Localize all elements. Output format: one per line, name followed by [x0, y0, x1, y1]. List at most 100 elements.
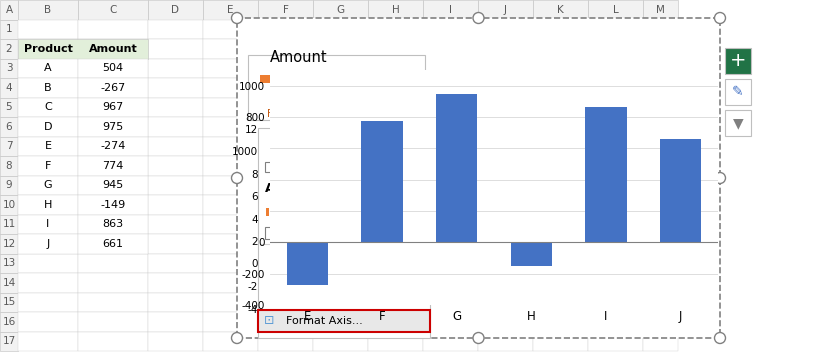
Bar: [642, 39, 677, 59]
Text: Format Major Gridlines...: Format Major Gridlines...: [286, 294, 423, 304]
Text: A: A: [265, 182, 274, 196]
Bar: [0, 195, 18, 214]
Bar: [587, 156, 642, 175]
Bar: [203, 253, 258, 273]
Bar: [368, 195, 423, 214]
Bar: [642, 117, 677, 137]
Bar: [258, 0, 313, 20]
Bar: [78, 253, 147, 273]
Text: 661: 661: [102, 239, 124, 249]
Bar: [147, 39, 203, 59]
Bar: [147, 195, 203, 214]
Bar: [203, 20, 258, 39]
Bar: [0, 78, 18, 98]
Bar: [258, 234, 313, 253]
Bar: [260, 75, 287, 83]
Bar: [532, 78, 587, 98]
Bar: [423, 234, 477, 253]
Bar: [78, 175, 147, 195]
Text: Change Chart Type...: Change Chart Type...: [286, 206, 402, 216]
Bar: [18, 234, 78, 253]
Text: F: F: [45, 161, 51, 171]
Bar: [532, 195, 587, 214]
Text: H: H: [43, 200, 52, 210]
Bar: [203, 59, 258, 78]
Bar: [587, 195, 642, 214]
Bar: [147, 214, 203, 234]
Bar: [368, 273, 423, 293]
Text: Fill: Fill: [267, 109, 281, 119]
Circle shape: [713, 173, 725, 184]
Bar: [147, 273, 203, 293]
Bar: [0, 312, 18, 332]
Bar: [18, 137, 78, 156]
Bar: [587, 20, 642, 39]
Bar: [532, 137, 587, 156]
Bar: [258, 312, 313, 332]
Bar: [203, 78, 258, 98]
Bar: [18, 253, 78, 273]
Bar: [78, 59, 147, 78]
Bar: [642, 0, 677, 20]
Bar: [258, 253, 313, 273]
Bar: [510, 242, 551, 266]
Text: 2: 2: [251, 237, 258, 247]
Bar: [587, 0, 642, 20]
Bar: [313, 0, 368, 20]
Bar: [147, 0, 203, 20]
Bar: [423, 117, 477, 137]
Text: 945: 945: [102, 180, 124, 190]
Text: 11: 11: [2, 219, 16, 229]
Bar: [18, 293, 78, 312]
Bar: [423, 20, 477, 39]
Bar: [258, 117, 313, 137]
Bar: [587, 273, 642, 293]
Bar: [258, 310, 429, 332]
Bar: [258, 214, 313, 234]
Text: Amount: Amount: [269, 50, 328, 65]
Bar: [237, 18, 719, 338]
Bar: [368, 175, 423, 195]
Text: 5: 5: [6, 102, 12, 112]
Bar: [203, 195, 258, 214]
Bar: [642, 195, 677, 214]
Bar: [247, 55, 424, 120]
Bar: [260, 63, 287, 91]
Bar: [147, 137, 203, 156]
Bar: [78, 137, 147, 156]
Bar: [642, 312, 677, 332]
Bar: [587, 59, 642, 78]
Bar: [423, 78, 477, 98]
Bar: [642, 98, 677, 117]
Bar: [287, 242, 328, 285]
Text: 2: 2: [6, 44, 12, 54]
Text: Reset to Match Style: Reset to Match Style: [286, 162, 400, 172]
Bar: [78, 78, 147, 98]
Bar: [203, 137, 258, 156]
Bar: [423, 214, 477, 234]
Bar: [18, 273, 78, 293]
Bar: [477, 39, 532, 59]
Bar: [587, 293, 642, 312]
Bar: [18, 78, 78, 98]
Bar: [423, 156, 477, 175]
Text: Vertical (Value) ▾: Vertical (Value) ▾: [360, 79, 442, 89]
Bar: [0, 0, 18, 20]
Bar: [587, 39, 642, 59]
Bar: [18, 78, 78, 98]
Text: I: I: [449, 5, 451, 15]
Text: G: G: [336, 5, 344, 15]
Bar: [274, 210, 277, 216]
Bar: [368, 253, 423, 273]
Bar: [0, 293, 18, 312]
Bar: [203, 0, 258, 20]
Bar: [532, 98, 587, 117]
Text: Add Minor Gridlines: Add Minor Gridlines: [286, 272, 395, 282]
Text: 1: 1: [6, 24, 12, 34]
Bar: [642, 332, 677, 351]
Bar: [642, 273, 677, 293]
Text: 0: 0: [251, 259, 258, 269]
Bar: [423, 39, 477, 59]
Text: 17: 17: [2, 336, 16, 346]
Text: -267: -267: [100, 83, 125, 93]
